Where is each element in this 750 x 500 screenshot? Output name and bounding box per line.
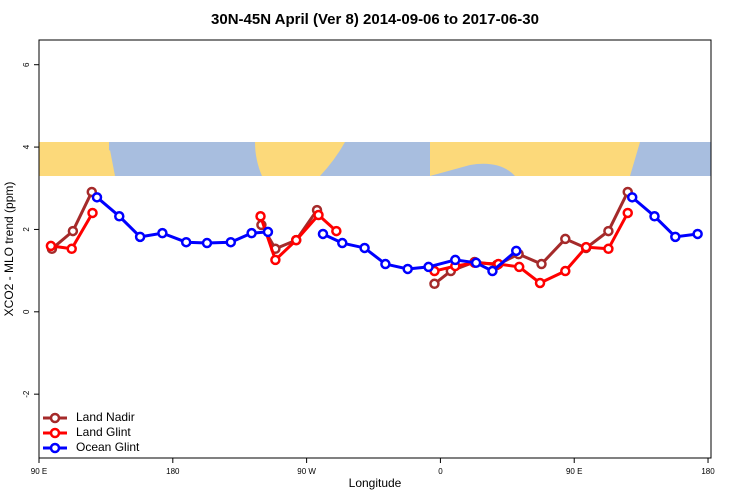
legend-marker	[49, 412, 61, 424]
legend-marker	[49, 427, 61, 439]
data-point	[487, 265, 498, 277]
land	[255, 142, 345, 176]
data-point	[603, 225, 614, 237]
x-tick-label: 90 E	[31, 467, 47, 476]
land	[578, 142, 640, 176]
data-point	[180, 236, 192, 248]
data-point	[534, 277, 546, 289]
data-point	[536, 258, 547, 270]
map-band	[39, 142, 711, 176]
x-axis-label: Longitude	[349, 476, 402, 490]
data-point	[470, 257, 482, 269]
legend-marker	[49, 442, 61, 454]
legend-label: Land Glint	[76, 425, 131, 439]
y-tick-label: 4	[22, 144, 31, 149]
data-point	[331, 225, 342, 237]
land	[80, 150, 115, 176]
data-point	[45, 240, 57, 252]
data-point	[429, 278, 440, 290]
series-line	[50, 212, 630, 285]
data-point	[622, 207, 633, 219]
data-point	[670, 231, 681, 243]
data-point	[450, 254, 461, 266]
data-point	[513, 261, 525, 273]
x-tick-label: 0	[438, 467, 443, 476]
data-point	[201, 237, 213, 249]
data-point	[359, 242, 370, 254]
data-point	[337, 237, 348, 249]
data-point	[225, 236, 237, 248]
data-point	[313, 209, 324, 221]
data-point	[402, 263, 413, 275]
data-point	[262, 226, 274, 238]
data-point	[510, 245, 522, 257]
plot-frame	[38, 39, 712, 459]
data-point	[580, 241, 592, 253]
data-point	[560, 233, 571, 245]
data-point	[91, 192, 103, 203]
data-point	[380, 258, 391, 270]
data-point	[66, 243, 77, 255]
x-tick-label: 180	[701, 467, 715, 476]
y-tick-label: 2	[22, 227, 31, 232]
y-axis-label: XCO2 - MLO trend (ppm)	[2, 182, 16, 317]
x-tick-label: 90 W	[297, 467, 316, 476]
land	[430, 142, 610, 176]
data-point	[67, 225, 79, 237]
data-point	[626, 192, 638, 203]
data-point	[246, 227, 257, 239]
data-point	[87, 207, 98, 219]
data-point	[423, 261, 434, 273]
data-point	[255, 211, 266, 222]
data-point	[317, 228, 329, 240]
x-tick-label: 90 E	[566, 467, 582, 476]
legend-label: Land Nadir	[76, 410, 135, 424]
y-tick-label: -2	[22, 390, 31, 398]
data-point	[134, 231, 146, 243]
data-point	[649, 211, 660, 222]
data-point	[290, 234, 302, 246]
chart-title: 30N-45N April (Ver 8) 2014-09-06 to 2017…	[211, 11, 539, 28]
x-tick-label: 180	[166, 467, 180, 476]
data-point	[603, 243, 614, 255]
data-point	[270, 254, 281, 266]
y-tick-label: 0	[22, 309, 31, 314]
data-point	[114, 211, 125, 222]
data-point	[157, 227, 168, 239]
y-tick-label: 6	[22, 62, 31, 67]
data-point	[692, 228, 703, 240]
data-point	[560, 265, 571, 277]
legend-label: Ocean Glint	[76, 440, 140, 454]
